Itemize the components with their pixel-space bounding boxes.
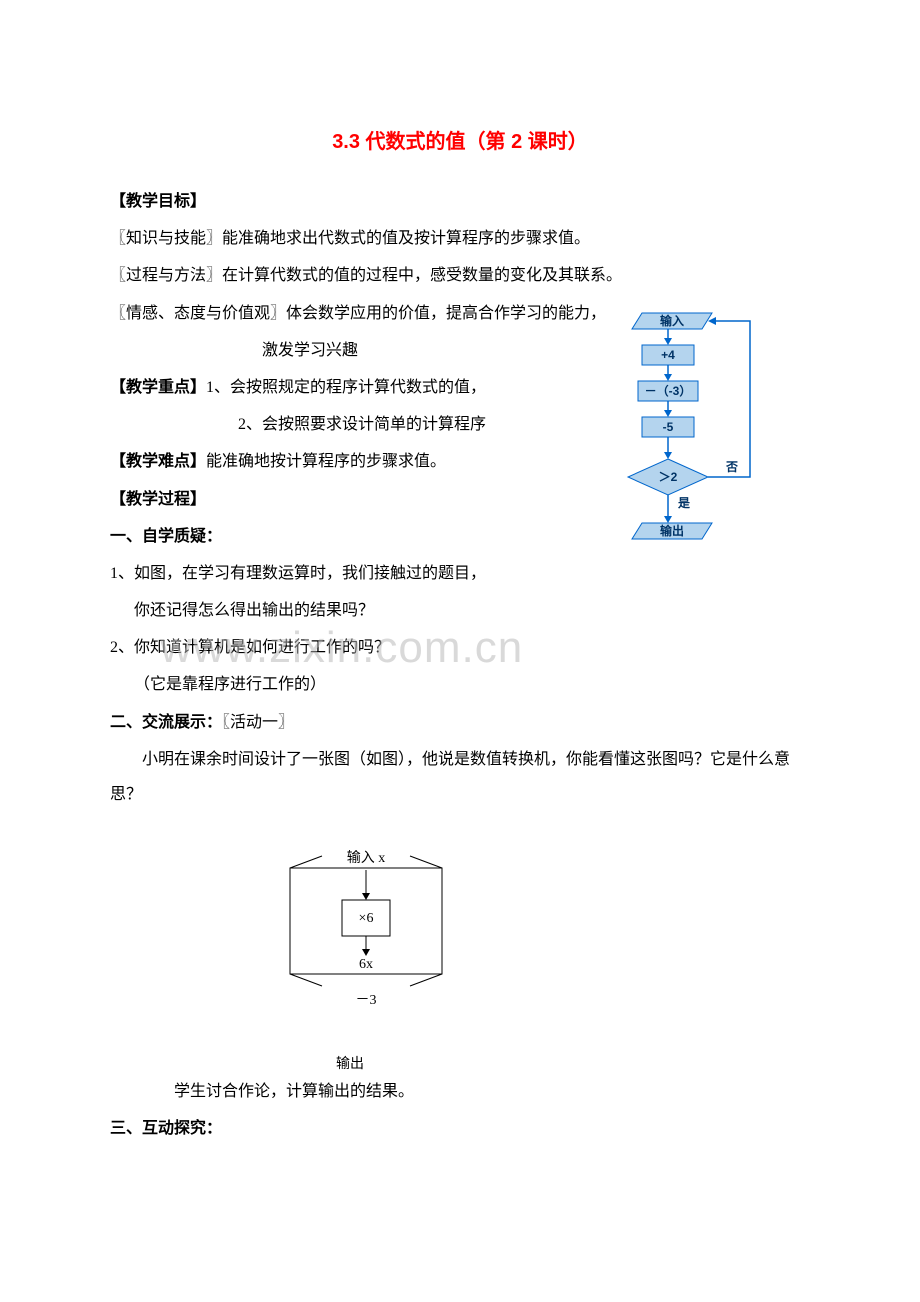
fc-input: 输入 xyxy=(660,313,684,328)
fc-no: 否 xyxy=(725,460,738,474)
fc-yes: 是 xyxy=(677,496,691,510)
part2-sub: 〖活动一〗 xyxy=(222,714,294,731)
part1-q1b: 你还记得怎么得出输出的结果吗？ xyxy=(110,593,810,628)
part2-header: 二、交流展示： xyxy=(110,714,222,731)
part2-text: 小明在课余时间设计了一张图（如图），他说是数值转换机，你能看懂这张图吗？它是什么… xyxy=(110,742,810,812)
objective-2: 〖过程与方法〗在计算代数式的值的过程中，感受数量的变化及其联系。 xyxy=(110,258,810,293)
page-title: 3.3 代数式的值（第 2 课时） xyxy=(110,120,810,164)
fc-step2: －（-3） xyxy=(645,383,692,398)
sf-mid: 6x xyxy=(359,957,373,972)
keypoint-header: 【教学重点】 xyxy=(110,379,206,396)
part3-header: 三、互动探究： xyxy=(110,1111,810,1146)
keypoint-1: 1、会按照规定的程序计算代数式的值， xyxy=(206,379,486,396)
fc-decision: ＞2 xyxy=(659,470,678,484)
sf-minus: －3 xyxy=(356,993,377,1008)
part2-row: 二、交流展示：〖活动一〗 xyxy=(110,705,810,740)
difficulty-header: 【教学难点】 xyxy=(110,453,206,470)
sf-input: 输入 x xyxy=(347,850,386,866)
flowchart-small: 输入 x ×6 6x －3 输出 xyxy=(260,850,500,1110)
objectives-label: 【教学目标】 xyxy=(110,193,206,210)
sf-mult: ×6 xyxy=(359,911,374,926)
objective-1: 〖知识与技能〗能准确地求出代数式的值及按计算程序的步骤求值。 xyxy=(110,221,810,256)
sf-output: 输出 xyxy=(336,1056,364,1072)
fc-output: 输出 xyxy=(660,523,684,538)
fc-step1: +4 xyxy=(661,348,675,362)
part1-q2b: （它是靠程序进行工作的） xyxy=(110,667,810,702)
objectives-header: 【教学目标】 xyxy=(110,184,810,219)
flowchart-main: 输入 +4 －（-3） -5 ＞2 是 否 输出 xyxy=(600,305,780,575)
part1-q2: 2、你知道计算机是如何进行工作的吗？ xyxy=(110,630,810,665)
difficulty-text: 能准确地按计算程序的步骤求值。 xyxy=(206,453,446,470)
fc-step3: -5 xyxy=(663,420,674,434)
